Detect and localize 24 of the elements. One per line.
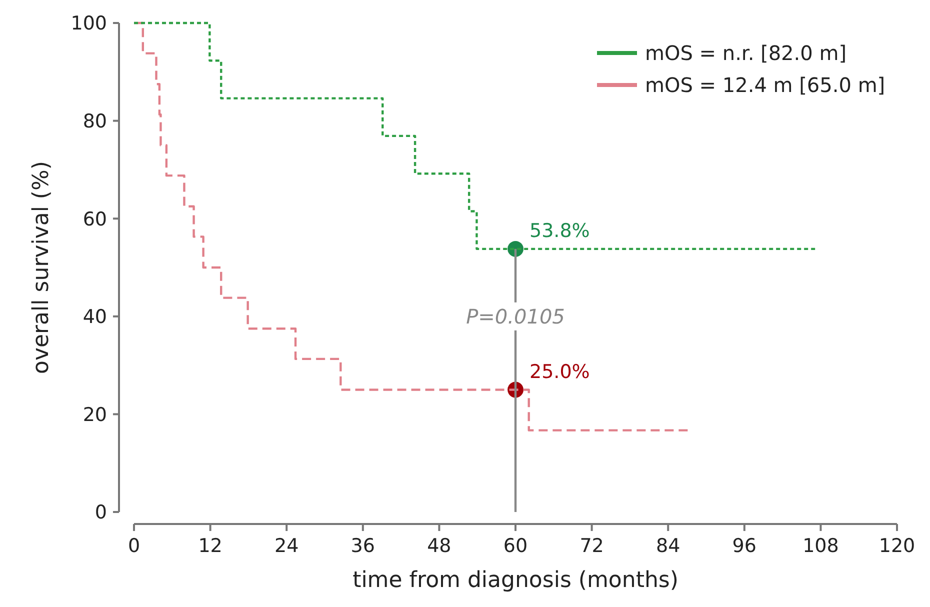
x-tick-label: 120 xyxy=(878,535,916,557)
x-tick-label: 60 xyxy=(503,535,528,557)
y-tick-label: 20 xyxy=(82,404,107,426)
x-tick-label: 72 xyxy=(580,535,604,557)
legend-label: mOS = n.r. [82.0 m] xyxy=(645,41,847,65)
y-tick-label: 40 xyxy=(82,306,107,328)
x-tick-label: 96 xyxy=(732,535,756,557)
data-label: 53.8% xyxy=(530,220,590,242)
x-tick-label: 24 xyxy=(274,535,299,557)
y-axis-title: overall survival (%) xyxy=(29,160,54,374)
x-tick-label: 48 xyxy=(427,535,452,557)
y-tick-label: 100 xyxy=(70,12,107,35)
y-tick-label: 80 xyxy=(82,110,107,132)
legend-label: mOS = 12.4 m [65.0 m] xyxy=(645,73,886,97)
y-tick-label: 60 xyxy=(82,208,107,230)
data-label: 25.0% xyxy=(530,360,590,383)
y-tick-label: 0 xyxy=(94,502,107,524)
x-tick-label: 12 xyxy=(198,535,222,557)
x-tick-label: 108 xyxy=(802,535,839,557)
x-tick-label: 36 xyxy=(350,535,375,557)
x-axis-title: time from diagnosis (months) xyxy=(352,568,678,593)
x-tick-label: 0 xyxy=(128,535,140,557)
annotation: P=0.0105 xyxy=(466,304,565,328)
x-tick-label: 84 xyxy=(656,535,680,557)
